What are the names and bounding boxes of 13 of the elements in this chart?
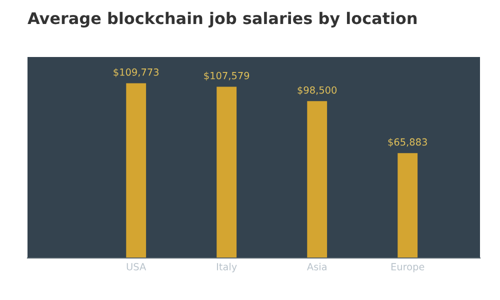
data-label: $65,883 <box>388 138 427 147</box>
x-tick-label: Italy <box>217 262 237 272</box>
bar <box>307 101 328 258</box>
bar <box>126 83 146 258</box>
bar <box>216 86 237 258</box>
data-label: $109,773 <box>114 68 159 78</box>
x-tick-label: USA <box>126 263 146 270</box>
x-tick-label: Asia <box>306 262 326 270</box>
chart-title: Average blockchain job salaries by location <box>28 12 417 28</box>
data-label: $107,579 <box>204 72 250 81</box>
bar <box>398 153 418 258</box>
x-tick-label: Europe <box>391 263 424 272</box>
data-label: $98,500 <box>298 86 337 96</box>
